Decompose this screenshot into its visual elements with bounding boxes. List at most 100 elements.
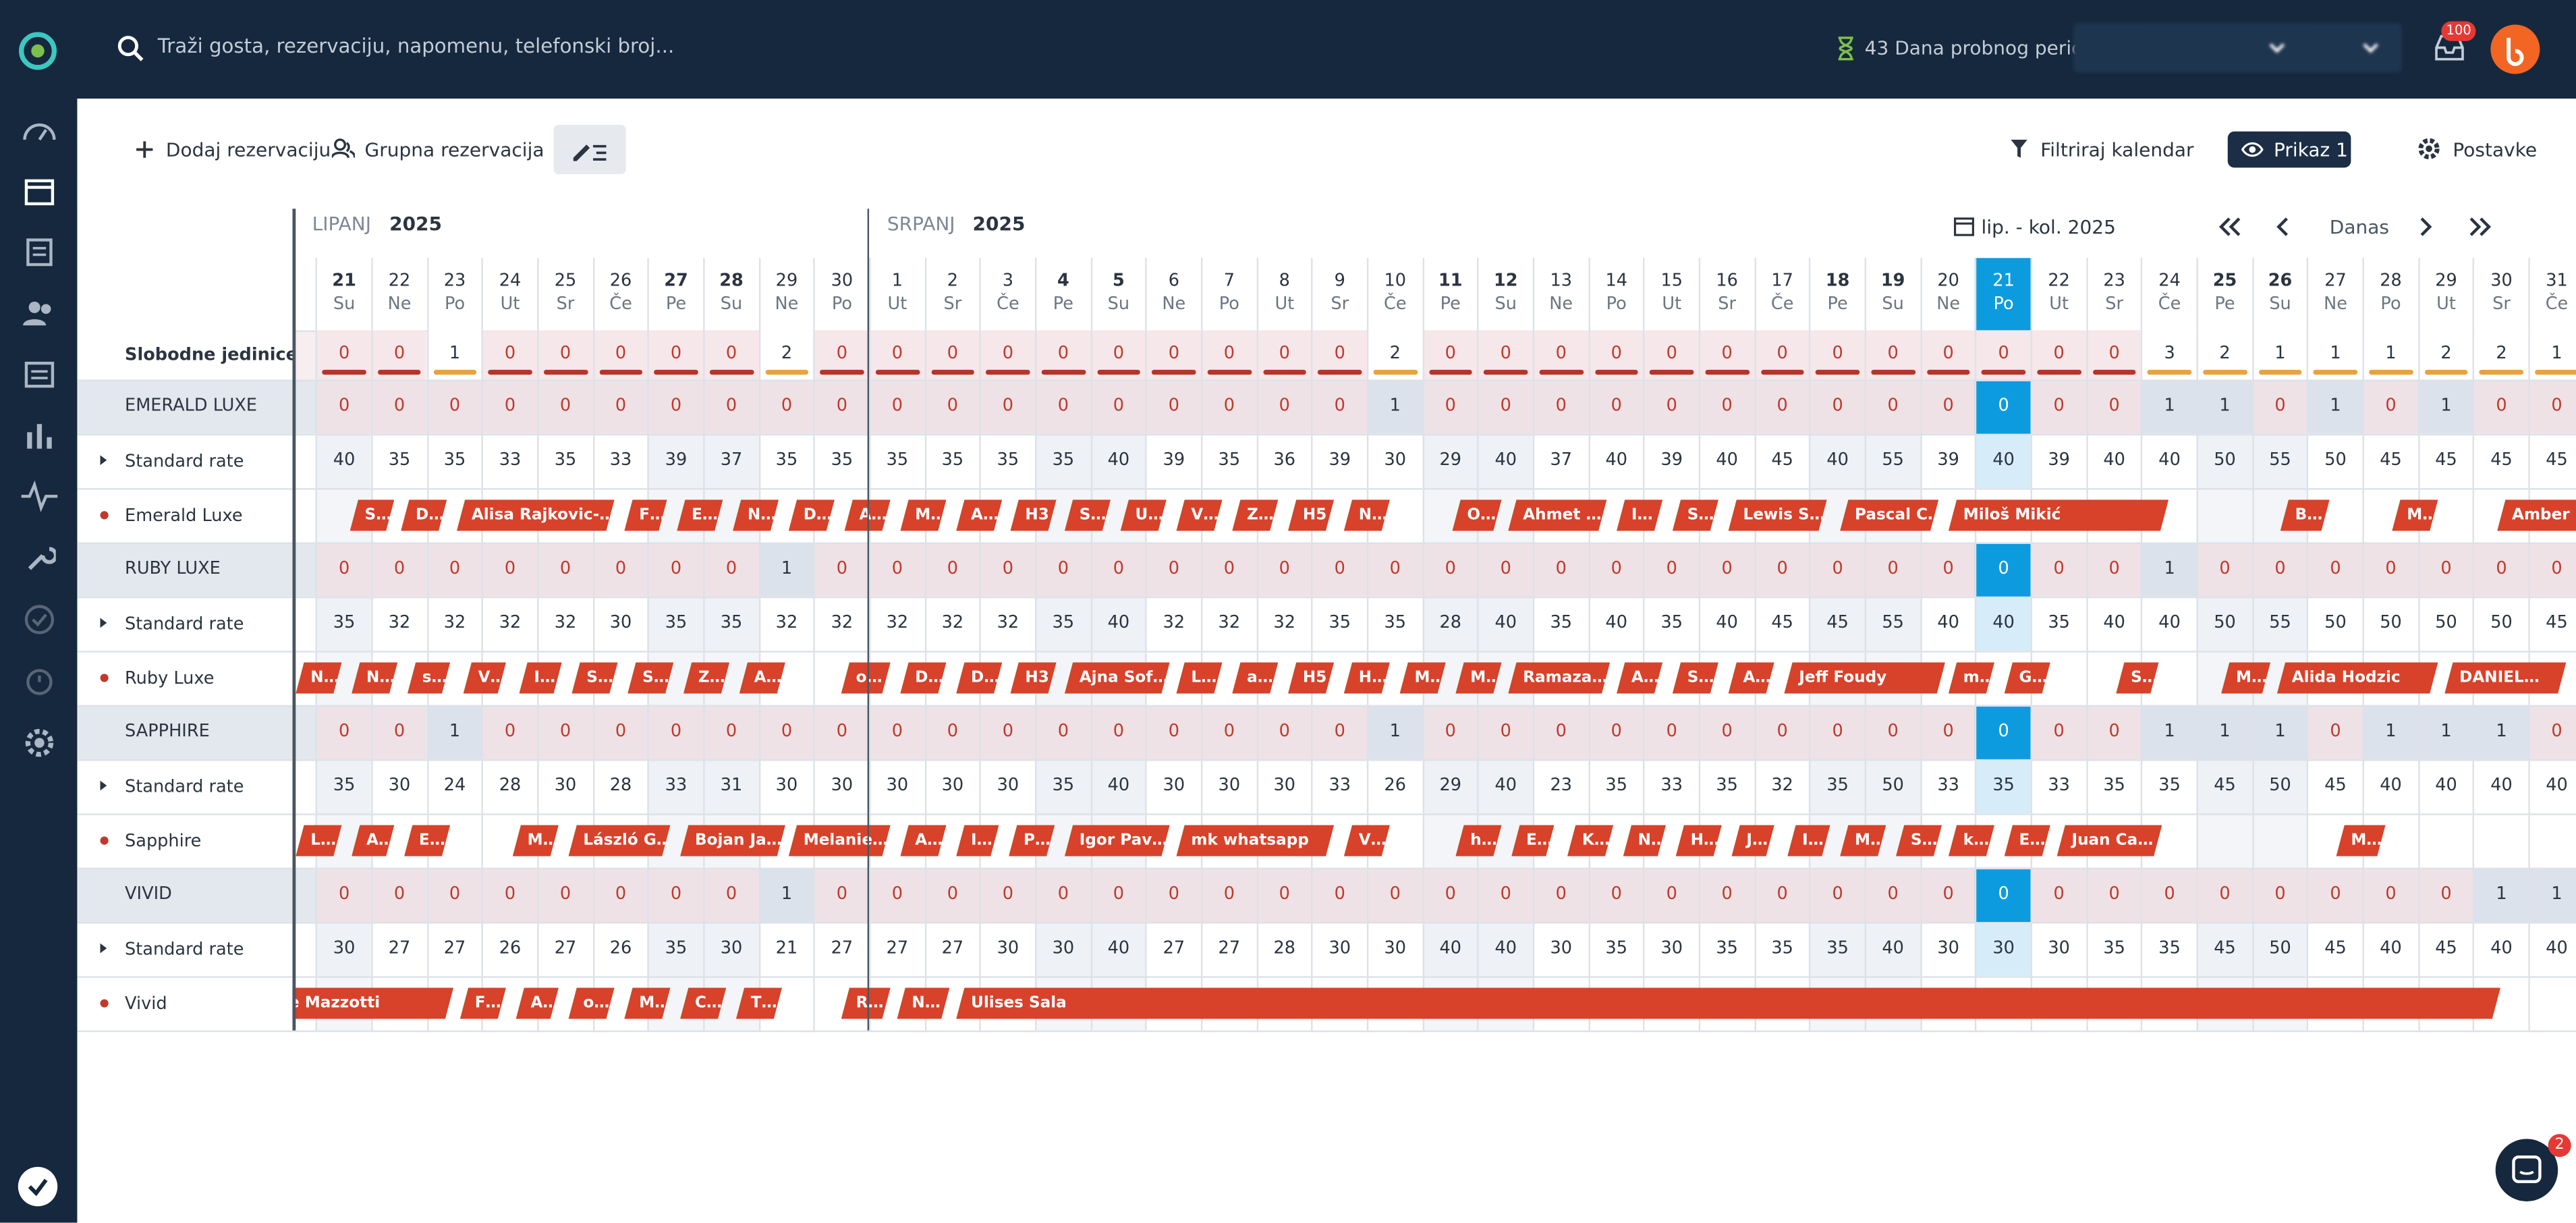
booking-bar[interactable]: V…: [1176, 499, 1222, 531]
booking-bar[interactable]: S…: [350, 499, 395, 531]
booking-bar[interactable]: H5: [1288, 662, 1334, 693]
booking-bar[interactable]: G…: [2005, 662, 2050, 693]
nav-calendar[interactable]: [23, 174, 56, 207]
booking-bar[interactable]: M…: [1840, 825, 1886, 856]
booking-bar[interactable]: A…: [956, 499, 1002, 531]
filter-calendar-button[interactable]: Filtriraj kalendar: [2040, 138, 2194, 161]
booking-bar[interactable]: A…: [900, 825, 946, 856]
booking-bar[interactable]: Z…: [683, 662, 729, 693]
settings-button[interactable]: Postavke: [2453, 138, 2538, 161]
booking-bar[interactable]: Juan Ca…: [2057, 825, 2162, 856]
edit-mode-button[interactable]: [553, 125, 626, 175]
booking-bar[interactable]: S…: [1065, 499, 1111, 531]
booking-bar[interactable]: o…: [841, 662, 891, 693]
booking-bar[interactable]: N…: [352, 662, 397, 693]
nav-check[interactable]: [23, 603, 56, 636]
booking-bar[interactable]: Ahmet …: [1508, 499, 1606, 531]
booking-bar[interactable]: E…: [1511, 825, 1554, 856]
booking-bar[interactable]: Bojan Ja…: [680, 825, 785, 856]
booking-bar[interactable]: S…: [2116, 662, 2158, 693]
property-selector[interactable]: [2073, 23, 2402, 73]
booking-bar[interactable]: S…: [571, 662, 617, 693]
add-reservation-button[interactable]: Dodaj rezervaciju: [165, 138, 331, 161]
booking-bar[interactable]: E…: [404, 825, 450, 856]
nav-reports[interactable]: [23, 419, 56, 452]
inbox-icon[interactable]: [2433, 33, 2466, 63]
booking-bar[interactable]: M…: [624, 987, 670, 1018]
today-button[interactable]: Danas: [2329, 215, 2389, 239]
booking-bar[interactable]: m…: [1949, 662, 1994, 693]
booking-bar[interactable]: Igor Pav…: [1065, 825, 1170, 856]
booking-bar[interactable]: D…: [900, 662, 946, 693]
booking-bar[interactable]: ne Mazzotti: [292, 987, 453, 1018]
booking-bar[interactable]: T…: [736, 987, 782, 1018]
booking-bar[interactable]: Ramaza…: [1508, 662, 1610, 693]
booking-bar[interactable]: H3: [1010, 662, 1056, 693]
booking-bar[interactable]: N…: [897, 987, 949, 1018]
booking-bar[interactable]: DANIEL…: [2444, 662, 2566, 693]
next-button[interactable]: [2415, 215, 2434, 238]
booking-bar[interactable]: C…: [680, 987, 726, 1018]
booking-bar[interactable]: J…: [1731, 825, 1774, 856]
nav-tools[interactable]: [23, 543, 56, 576]
logo[interactable]: [18, 31, 57, 70]
nav-lists[interactable]: [23, 358, 56, 391]
booking-bar[interactable]: S…: [627, 662, 673, 693]
prev-button[interactable]: [2274, 215, 2293, 238]
booking-bar[interactable]: P…: [1009, 825, 1055, 856]
booking-bar[interactable]: D…: [956, 662, 1002, 693]
nav-settings[interactable]: [22, 725, 58, 761]
booking-bar[interactable]: V…: [1344, 825, 1390, 856]
booking-bar[interactable]: A…: [516, 987, 559, 1018]
booking-bar[interactable]: B…: [2280, 499, 2330, 531]
booking-bar[interactable]: Melanie…: [789, 825, 891, 856]
nav-guests[interactable]: [22, 298, 58, 331]
booking-bar[interactable]: A…: [1729, 662, 1774, 693]
booking-bar[interactable]: M…: [1455, 662, 1501, 693]
date-range[interactable]: lip. - kol. 2025: [1981, 215, 2116, 239]
booking-bar[interactable]: I…: [519, 662, 561, 693]
booking-bar[interactable]: D…: [401, 499, 447, 531]
booking-bar[interactable]: mk whatsapp: [1176, 825, 1334, 856]
booking-bar[interactable]: M…: [2221, 662, 2270, 693]
booking-bar[interactable]: R…: [841, 987, 891, 1018]
booking-bar[interactable]: Alida Hodzic: [2277, 662, 2438, 693]
booking-bar[interactable]: A…: [739, 662, 785, 693]
booking-bar[interactable]: László G…: [568, 825, 670, 856]
booking-bar[interactable]: I…: [956, 825, 999, 856]
chat-button[interactable]: [2495, 1139, 2558, 1201]
booking-bar[interactable]: M…: [900, 499, 946, 531]
booking-bar[interactable]: D…: [789, 499, 835, 531]
booking-bar[interactable]: a…: [1232, 662, 1278, 693]
booking-bar[interactable]: S…: [1896, 825, 1942, 856]
booking-bar[interactable]: k…: [1949, 825, 1994, 856]
booking-bar[interactable]: Ajna Sof…: [1065, 662, 1170, 693]
status-check[interactable]: [16, 1165, 59, 1207]
booking-bar[interactable]: Jeff Foudy: [1784, 662, 1945, 693]
view-button[interactable]: Prikaz 1: [2227, 131, 2351, 168]
next-month-button[interactable]: [2467, 215, 2494, 238]
booking-bar[interactable]: H…: [1344, 662, 1390, 693]
booking-bar[interactable]: o…: [568, 987, 614, 1018]
booking-bar[interactable]: I…: [1787, 825, 1830, 856]
booking-bar[interactable]: A…: [1617, 662, 1662, 693]
booking-bar[interactable]: H5: [1288, 499, 1334, 531]
prev-month-button[interactable]: [2216, 215, 2243, 238]
booking-bar[interactable]: Miloš Mikić: [1949, 499, 2168, 531]
booking-bar[interactable]: E…: [2005, 825, 2050, 856]
booking-bar[interactable]: S…: [1673, 499, 1718, 531]
nav-dashboard[interactable]: [22, 115, 58, 148]
booking-bar[interactable]: M…: [1400, 662, 1446, 693]
booking-bar[interactable]: N…: [1344, 499, 1390, 531]
booking-bar[interactable]: N…: [733, 499, 779, 531]
booking-bar[interactable]: F…: [624, 499, 667, 531]
booking-bar[interactable]: N…: [1623, 825, 1666, 856]
booking-bar[interactable]: Amber …: [2497, 499, 2576, 531]
booking-bar[interactable]: H3: [1010, 499, 1056, 531]
booking-bar[interactable]: V…: [464, 662, 506, 693]
booking-bar[interactable]: K…: [1567, 825, 1613, 856]
nav-activity[interactable]: [20, 480, 59, 513]
nav-reservations[interactable]: [23, 235, 56, 268]
user-avatar[interactable]: [2490, 24, 2540, 74]
booking-bar[interactable]: Lewis S…: [1729, 499, 1827, 531]
